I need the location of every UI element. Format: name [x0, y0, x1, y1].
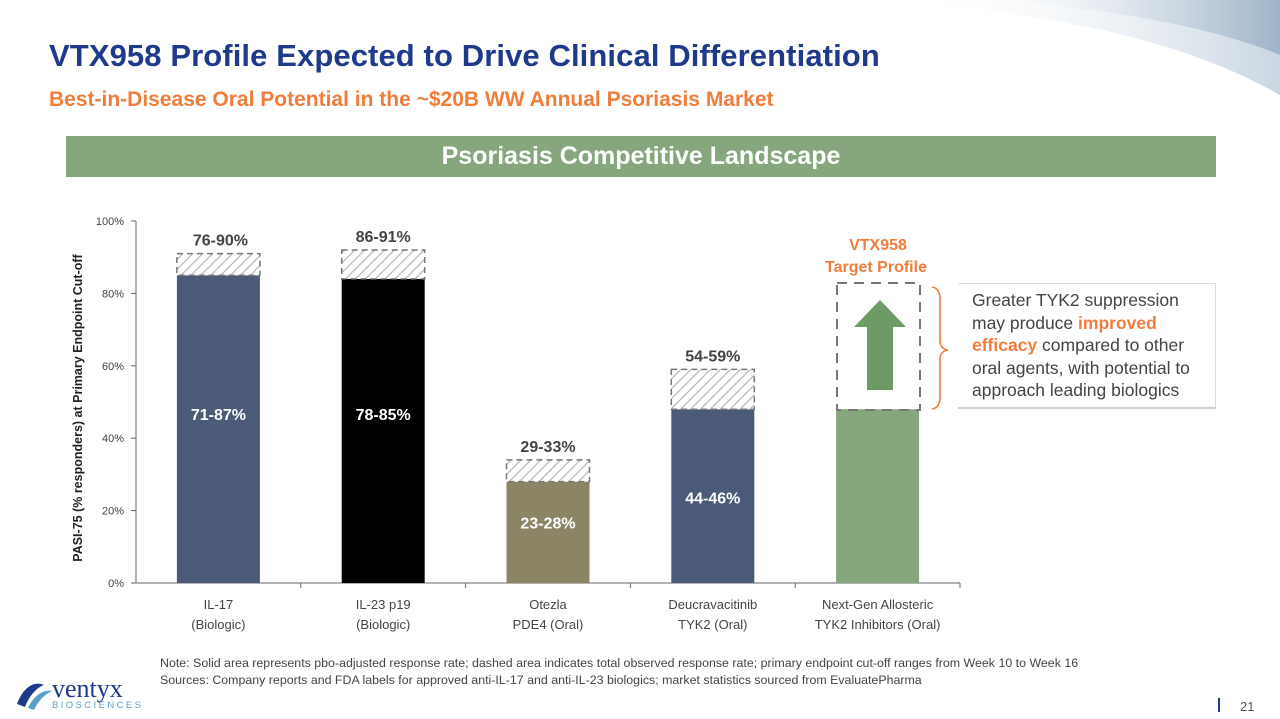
- x-category-label-line1: Otezla: [529, 597, 567, 612]
- x-category-label-line1: Deucravacitinib: [668, 597, 757, 612]
- data-label-solid: 78-85%: [356, 407, 411, 424]
- x-category-label-line2: (Biologic): [356, 617, 410, 632]
- chart-banner: Psoriasis Competitive Landscape: [66, 136, 1216, 177]
- data-label-total: 29-33%: [520, 439, 575, 456]
- data-label-total: 86-91%: [356, 229, 411, 246]
- y-tick-label: 60%: [102, 361, 124, 373]
- y-tick-label: 0%: [108, 578, 124, 590]
- bar-dashed-range: [340, 249, 426, 280]
- callout-box: Greater TYK2 suppression may produce imp…: [958, 283, 1216, 407]
- x-category-label-line1: IL-23 p19: [356, 597, 411, 612]
- bar-solid: [176, 275, 260, 583]
- corner-swoosh-decoration: [900, 0, 1280, 95]
- x-category-label-line2: PDE4 (Oral): [513, 617, 584, 632]
- footnotes: Note: Solid area represents pbo-adjusted…: [160, 655, 1078, 689]
- y-tick-label: 100%: [96, 216, 124, 228]
- bar-dashed-range: [505, 459, 591, 483]
- vtx958-target-region: [836, 282, 949, 411]
- y-tick-label: 20%: [102, 506, 124, 518]
- bar-solid: [341, 278, 425, 583]
- bar-dashed-range: [670, 368, 756, 410]
- bar-solid: [506, 481, 590, 583]
- ventyx-logo-icon: [17, 683, 52, 710]
- callout-highlight: improved efficacy: [972, 312, 1157, 356]
- data-label-total: 76-90%: [193, 233, 248, 250]
- y-tick-label: 40%: [102, 433, 124, 445]
- data-label-total: 54-59%: [685, 348, 740, 365]
- page-title: VTX958 Profile Expected to Drive Clinica…: [49, 38, 880, 73]
- x-category-label-line1: Next-Gen Allosteric: [822, 597, 934, 612]
- page-subtitle: Best-in-Disease Oral Potential in the ~$…: [49, 88, 774, 111]
- data-label-solid: 44-46%: [685, 490, 740, 507]
- callout-text-2: compared to other oral agents, with pote…: [972, 335, 1190, 400]
- bar-dashed-range: [176, 252, 261, 277]
- x-category-label-line2: TYK2 Inhibitors (Oral): [815, 617, 941, 632]
- data-label-solid: 71-87%: [191, 407, 246, 424]
- page-number: 21: [1240, 699, 1255, 714]
- logo-wordmark: ventyx: [52, 674, 123, 703]
- bar-solid: [836, 409, 920, 583]
- brace-icon: [931, 286, 949, 410]
- x-category-label-line2: (Biologic): [191, 617, 245, 632]
- sources-text: Sources: Company reports and FDA labels …: [160, 673, 922, 687]
- vtx958-label-line2: Target Profile: [825, 259, 927, 276]
- up-arrow-icon: [854, 300, 906, 390]
- x-category-label-line1: IL-17: [204, 597, 234, 612]
- data-label-solid: 23-28%: [520, 516, 575, 533]
- callout-text-1: Greater TYK2 suppression may produce: [972, 290, 1179, 333]
- x-category-label-line2: TYK2 (Oral): [678, 617, 747, 632]
- y-axis-label: PASI-75 (% responders) at Primary Endpoi…: [71, 253, 85, 561]
- note-text: Note: Solid area represents pbo-adjusted…: [160, 656, 1079, 670]
- y-tick-label: 80%: [102, 288, 124, 300]
- bar-solid: [671, 409, 755, 583]
- logo-tagline: BIOSCIENCES: [52, 700, 144, 711]
- page-separator: [1218, 698, 1220, 712]
- vtx958-label-line1: VTX958: [849, 237, 907, 254]
